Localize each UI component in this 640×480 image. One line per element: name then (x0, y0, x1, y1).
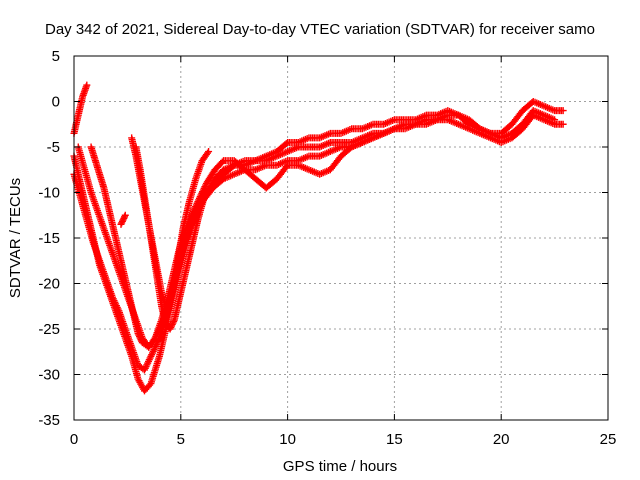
data-point (282, 140, 290, 148)
x-tick-label: 0 (70, 431, 78, 448)
series-isolated (117, 211, 129, 228)
data-point (121, 211, 129, 219)
y-axis-label: SDTVAR / TECUs (7, 178, 24, 298)
y-tick-label: -25 (38, 321, 60, 338)
y-tick-label: -30 (38, 367, 60, 384)
y-tick-label: 0 (52, 94, 60, 111)
x-axis-label: GPS time / hours (283, 458, 397, 475)
grid (74, 56, 608, 420)
data-point (168, 322, 176, 330)
data-point (559, 107, 567, 115)
series-track-a (70, 81, 91, 137)
series-track-g (132, 143, 208, 333)
y-tick-label: -10 (38, 185, 60, 202)
axis-ticks: 0 5 10 15 20 25 5 0 -5 -10 -15 -20 -25 -30 -35 (38, 48, 616, 448)
x-tick-label: 15 (386, 431, 403, 448)
data-point (204, 149, 211, 157)
x-tick-label: 20 (493, 431, 510, 448)
y-tick-label: -5 (47, 139, 60, 156)
x-tick-label: 10 (279, 431, 296, 448)
data-marks (70, 81, 567, 395)
y-tick-label: 5 (52, 48, 60, 65)
data-point (118, 217, 126, 225)
series-track-e (87, 129, 388, 351)
data-point (551, 116, 559, 124)
chart-title: Day 342 of 2021, Sidereal Day-to-day VTE… (45, 21, 595, 38)
data-point (136, 333, 144, 341)
data-point (170, 317, 178, 325)
data-point (83, 81, 91, 89)
y-tick-label: -35 (38, 412, 60, 429)
data-point (205, 148, 213, 156)
data-point (380, 129, 388, 137)
y-tick-label: -15 (38, 230, 60, 247)
y-tick-label: -20 (38, 276, 60, 293)
data-point (559, 120, 567, 128)
x-tick-label: 25 (600, 431, 617, 448)
x-tick-label: 5 (177, 431, 185, 448)
data-point (200, 193, 208, 201)
data-point (121, 213, 129, 221)
series-track-b (70, 111, 567, 395)
